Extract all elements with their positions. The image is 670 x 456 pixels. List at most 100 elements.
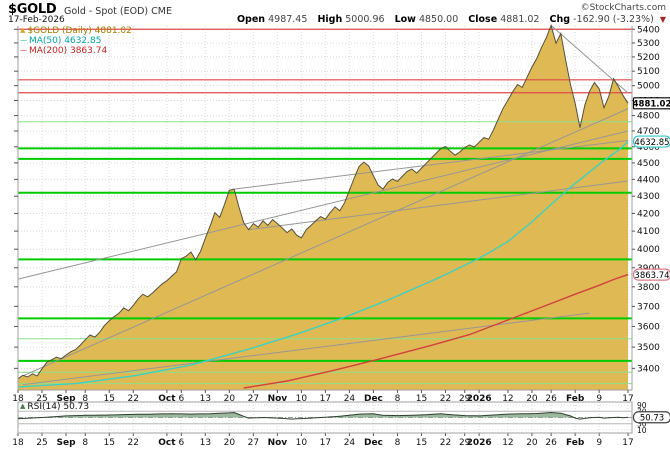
date-label-bottom: 22 (440, 438, 451, 448)
axis-value-box-label: 4881.02 (633, 100, 670, 110)
y-axis-label: 4800 (637, 112, 660, 122)
legend-rsi[interactable]: ▲ RSI(14) 50.73 (20, 402, 89, 412)
date-label: 22 (128, 394, 139, 404)
date-label-bottom: 10 (296, 438, 308, 448)
ma50-line (17, 141, 629, 388)
trendline (234, 139, 629, 190)
legend-price-label: $GOLD (Daily) 4881.02 (27, 26, 132, 36)
date-label: 15 (416, 394, 427, 404)
y-axis-label: 4500 (637, 159, 660, 169)
ma200-line (243, 273, 629, 389)
axis-value-box (632, 268, 670, 281)
date-label-bottom: 26 (545, 438, 557, 448)
close-label: Close (468, 14, 498, 25)
y-axis-label: 5200 (637, 53, 660, 63)
ohlc-quote-row: Open 4987.45 High 5000.96 Low 4850.00 Cl… (230, 14, 666, 25)
y-axis-label: 5400 (637, 25, 660, 35)
date-label: Feb (566, 394, 585, 404)
close-value: 4881.02 (500, 14, 540, 25)
y-axis-label: 5000 (637, 82, 660, 92)
trendline (17, 130, 629, 280)
rsi-axis-label: 90 (637, 401, 647, 410)
y-axis-label: 3700 (637, 302, 660, 312)
date-label-bottom: 17 (622, 438, 633, 448)
date-label-bottom: 8 (395, 438, 401, 448)
rsi-chart-icon: ▲ (20, 402, 26, 410)
date-label: 6 (178, 394, 184, 404)
date-label: 15 (104, 394, 115, 404)
y-axis-label: 3600 (637, 322, 660, 332)
y-axis-label: 5300 (637, 39, 660, 49)
axis-value-box-label: 50.73 (640, 413, 664, 423)
date-label: 8 (82, 394, 88, 404)
low-label: Low (394, 14, 416, 25)
date-label: 26 (545, 394, 557, 404)
area-chart-icon: ▲ (20, 26, 26, 34)
legend-ma200[interactable]: — MA(200) 3863.74 (20, 46, 107, 56)
date-label-bottom: Nov (268, 438, 288, 448)
line-swatch-icon: — (20, 36, 27, 44)
date-label-bottom: 22 (128, 438, 139, 448)
date-label-bottom: Feb (566, 438, 585, 448)
axis-value-box (632, 97, 670, 110)
date-label-bottom: 24 (344, 438, 356, 448)
legend-ma50[interactable]: — MA(50) 4632.85 (20, 36, 101, 46)
date-label: 17 (320, 394, 331, 404)
date-label: Dec (364, 394, 383, 404)
open-label: Open (236, 14, 266, 25)
date-label: 10 (296, 394, 308, 404)
trendline (248, 180, 629, 231)
y-axis-label: 4700 (637, 127, 660, 137)
price-outline (17, 23, 629, 380)
date-label: 22 (440, 394, 451, 404)
y-axis-label: 4400 (637, 175, 660, 185)
date-label: 20 (526, 394, 538, 404)
chg-value: -162.90 (-3.23%) (573, 14, 654, 25)
chart-date: 17-Feb-2026 (8, 15, 65, 25)
date-label: 12 (502, 394, 513, 404)
high-label: High (317, 14, 343, 25)
date-label-bottom: 20 (224, 438, 236, 448)
date-label: 24 (344, 394, 356, 404)
legend-rsi-label: RSI(14) 50.73 (27, 402, 90, 412)
symbol-title: $GOLD (8, 2, 57, 17)
symbol-description: Gold - Spot (EOD) CME (64, 6, 172, 17)
axis-value-box (632, 135, 670, 148)
date-label-bottom: 20 (526, 438, 538, 448)
y-axis-label: 3500 (637, 343, 660, 353)
stockcharts-credit[interactable]: ©StockCharts.com (580, 3, 666, 13)
axis-value-box-label: 3863.74 (634, 271, 669, 281)
rsi-line (17, 411, 629, 420)
rsi-axis-label: 10 (637, 426, 647, 435)
date-label: 2026 (467, 394, 492, 404)
change-down-icon: ▼ (659, 15, 666, 24)
y-axis-label: 4600 (637, 143, 660, 153)
date-label-bottom: Dec (364, 438, 383, 448)
y-axis-label: 5100 (637, 67, 660, 77)
y-axis-label: 3400 (637, 364, 660, 374)
y-axis-label: 3800 (637, 283, 660, 293)
line-swatch-icon: — (20, 46, 27, 54)
date-label-bottom: 2026 (467, 438, 492, 448)
date-label-bottom: 8 (82, 438, 88, 448)
y-axis-label: 4300 (637, 192, 660, 202)
date-label: 27 (248, 394, 259, 404)
date-label: 20 (224, 394, 236, 404)
date-label-bottom: 18 (12, 438, 24, 448)
legend-price-series[interactable]: ▲ $GOLD (Daily) 4881.02 (20, 26, 132, 36)
date-label-bottom: 12 (502, 438, 513, 448)
date-label-bottom: 15 (104, 438, 115, 448)
date-label: Sep (57, 394, 77, 404)
legend-ma200-label: MA(200) 3863.74 (29, 46, 108, 56)
date-label: 18 (12, 394, 24, 404)
axis-value-box (632, 411, 670, 424)
price-area (18, 25, 628, 390)
low-value: 4850.00 (418, 14, 459, 25)
date-label: 13 (200, 394, 211, 404)
date-label-bottom: Oct (158, 438, 176, 448)
date-label: 17 (622, 394, 633, 404)
date-label: 9 (596, 394, 602, 404)
high-value: 5000.96 (345, 14, 385, 25)
date-label-bottom: 9 (596, 438, 602, 448)
date-label: Oct (158, 394, 176, 404)
